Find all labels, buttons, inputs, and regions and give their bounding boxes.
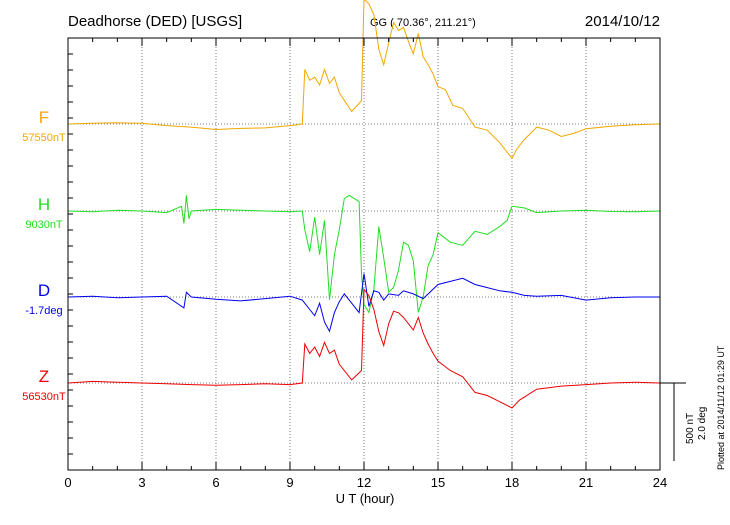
series-baseline-h: 9030nT bbox=[25, 219, 63, 231]
x-tick-label: 3 bbox=[138, 475, 145, 490]
series-name-z: Z bbox=[39, 367, 49, 386]
x-axis-label: U T (hour) bbox=[336, 491, 395, 506]
x-tick-label: 0 bbox=[64, 475, 71, 490]
x-tick-label: 24 bbox=[653, 475, 667, 490]
series-name-f: F bbox=[39, 108, 49, 127]
series-line-d bbox=[67, 273, 660, 333]
series-name-d: D bbox=[38, 281, 50, 300]
series-baseline-z: 56530nT bbox=[22, 391, 66, 403]
series-line-h bbox=[67, 194, 661, 314]
x-tick-label: 9 bbox=[286, 475, 293, 490]
plot-layer: F 57550nT H 9030nT D -1.7deg Z 56530nT 0 3 6 9 12 15 1… bbox=[22, 0, 686, 490]
series-line-f bbox=[67, 0, 661, 160]
plotted-timestamp: Plotted at 2014/11/12 01:29 UT bbox=[716, 345, 726, 470]
series-baseline-f: 57550nT bbox=[22, 132, 66, 144]
x-tick-label: 15 bbox=[431, 475, 445, 490]
date-label: 2014/10/12 bbox=[585, 13, 660, 30]
series-line-z bbox=[67, 288, 661, 409]
x-tick-label: 6 bbox=[212, 475, 219, 490]
scale-bar-nt-label: 500 nT bbox=[685, 413, 696, 444]
x-tick-label: 18 bbox=[505, 475, 519, 490]
coordinates: GG ( 70.36°, 211.21°) bbox=[370, 17, 476, 29]
x-tick-label: 12 bbox=[357, 475, 371, 490]
series-baseline-d: -1.7deg bbox=[25, 305, 62, 317]
x-tick-label: 21 bbox=[579, 475, 593, 490]
scale-bar-deg-label: 2.0 deg bbox=[697, 407, 708, 440]
station-title: Deadhorse (DED) [USGS] bbox=[68, 13, 242, 30]
series-name-h: H bbox=[38, 195, 50, 214]
